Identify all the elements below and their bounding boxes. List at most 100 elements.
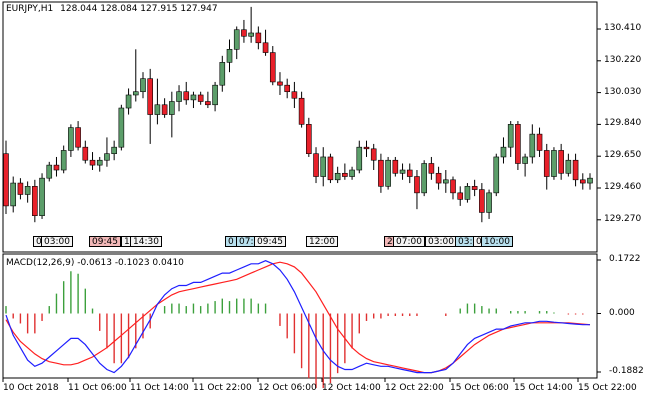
bull-candle — [493, 156, 500, 194]
bear-candle — [284, 84, 290, 93]
event-tag[interactable]: 14:30 — [130, 236, 162, 247]
bear-candle — [327, 156, 334, 181]
bull-candle — [587, 177, 593, 184]
bear-candle — [515, 124, 521, 164]
bear-candle — [543, 150, 550, 177]
bear-candle — [342, 172, 348, 177]
bear-candle — [53, 164, 60, 171]
bull-candle — [421, 163, 427, 194]
bear-candle — [32, 186, 38, 216]
bull-candle — [39, 177, 45, 216]
bull-candle — [443, 179, 449, 184]
bull-candle — [226, 49, 233, 63]
event-tag[interactable]: 09:45 — [89, 236, 121, 247]
macd-line — [5, 260, 590, 374]
bull-candle — [486, 192, 492, 213]
bear-candle — [370, 148, 377, 161]
bear-candle — [161, 104, 168, 115]
macd-axis-label: 0.000 — [609, 307, 635, 318]
bear-candle — [89, 159, 96, 166]
bear-candle — [572, 159, 579, 181]
bear-candle — [291, 91, 298, 99]
bull-candle — [111, 146, 117, 155]
bear-candle — [558, 150, 564, 174]
bull-candle — [169, 101, 175, 115]
main-pane-frame — [2, 1, 598, 253]
bull-candle — [96, 159, 103, 166]
time-label: 11 Oct 14:00 — [130, 383, 189, 393]
bear-candle — [183, 91, 190, 101]
bear-candle — [17, 182, 24, 195]
bull-candle — [522, 156, 528, 164]
event-tag[interactable]: 03:00 — [425, 236, 457, 247]
bull-candle — [140, 78, 146, 93]
signal-line — [5, 261, 591, 374]
time-label: 12 Oct 14:00 — [322, 383, 381, 393]
bull-candle — [565, 159, 572, 174]
bull-candle — [349, 169, 355, 177]
bull-candle — [212, 84, 218, 106]
bear-candle — [147, 78, 153, 115]
chart-header: EURJPY,H1 128.044 128.084 127.915 127.94… — [6, 4, 218, 15]
bear-candle — [82, 146, 89, 161]
bull-candle — [529, 133, 536, 158]
bear-candle — [3, 153, 9, 207]
time-label: 12 Oct 06:00 — [258, 383, 317, 393]
bull-candle — [464, 186, 471, 200]
time-label: 15 Oct 06:00 — [450, 383, 509, 393]
bull-candle — [248, 32, 254, 37]
bull-candle — [104, 153, 110, 161]
price-label: 129.650 — [604, 150, 642, 161]
bear-candle — [269, 52, 276, 83]
bull-candle — [190, 94, 197, 101]
price-label: 129.840 — [604, 118, 642, 129]
event-tag[interactable]: 07:00 — [393, 236, 425, 247]
event-tag[interactable]: 09:45 — [254, 236, 286, 247]
macd-axis-label: 0.1722 — [609, 254, 641, 264]
event-tag[interactable]: 10:00 — [481, 236, 513, 247]
bear-candle — [298, 97, 305, 125]
bear-candle — [471, 186, 478, 190]
macd-axis-label: -0.1882 — [609, 366, 644, 376]
bear-candle — [450, 179, 456, 194]
macd-pane-frame — [2, 253, 598, 379]
price-label: 129.460 — [604, 182, 642, 192]
event-tag[interactable]: 03:00 — [41, 236, 73, 247]
bear-candle — [306, 124, 312, 155]
bull-candle — [334, 172, 341, 181]
bear-candle — [536, 133, 543, 151]
bear-candle — [241, 29, 247, 37]
bull-candle — [399, 169, 406, 174]
bear-candle — [414, 176, 420, 194]
bull-candle — [507, 124, 514, 148]
event-tag[interactable]: 12:00 — [306, 236, 338, 247]
price-label: 130.220 — [604, 54, 642, 65]
bull-candle — [500, 146, 507, 158]
symbol-label: EURJPY,H1 — [6, 4, 54, 14]
bear-candle — [255, 32, 262, 44]
bear-candle — [579, 179, 586, 184]
bull-candle — [132, 91, 139, 96]
bull-candle — [176, 91, 182, 102]
bear-candle — [313, 153, 319, 177]
bull-candle — [125, 94, 132, 109]
bull-candle — [60, 150, 67, 171]
ohlc-label: 128.044 128.084 127.915 127.947 — [60, 4, 218, 14]
bear-candle — [378, 159, 384, 187]
price-label: 130.030 — [604, 86, 642, 97]
bear-candle — [262, 42, 269, 53]
price-label: 129.270 — [604, 213, 642, 224]
bear-candle — [363, 146, 370, 150]
time-label: 11 Oct 22:00 — [193, 383, 252, 393]
time-label: 12 Oct 22:00 — [385, 383, 444, 393]
bear-candle — [205, 101, 211, 106]
macd-title: MACD(12,26,9) -0.0613 -0.1023 0.0410 — [6, 258, 184, 268]
bear-candle — [197, 94, 204, 102]
bull-candle — [320, 156, 327, 177]
event-tag[interactable]: 0 — [225, 236, 237, 247]
bear-candle — [428, 163, 435, 174]
time-label: 15 Oct 22:00 — [578, 383, 637, 393]
bear-candle — [277, 81, 283, 86]
